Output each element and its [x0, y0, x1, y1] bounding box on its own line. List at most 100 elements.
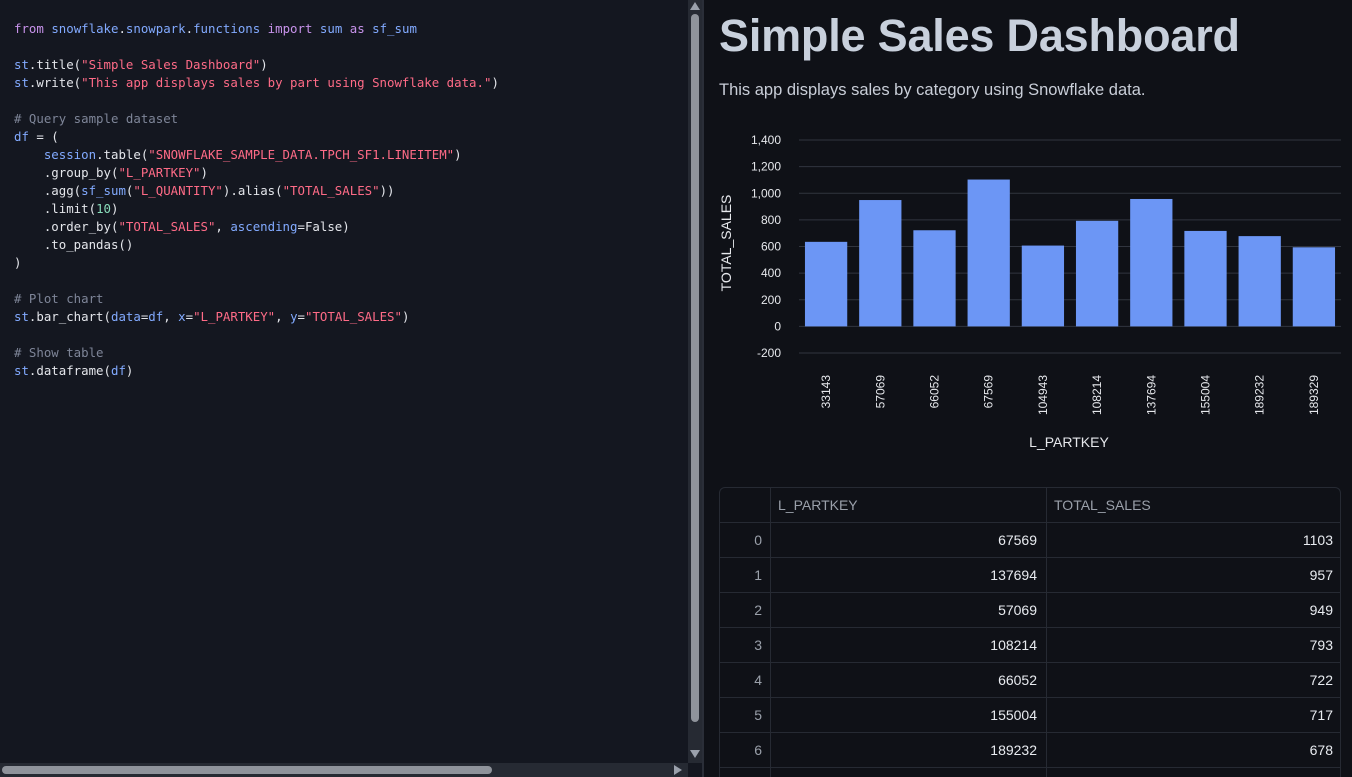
code-token: from [14, 21, 52, 36]
row-index-cell: 5 [720, 698, 771, 733]
code-line[interactable]: st.title("Simple Sales Dashboard") [14, 56, 499, 74]
bar-chart[interactable]: -200 0 200 400 600 800 1,000 1,200 1,400 33143 570… [704, 120, 1352, 465]
table-cell[interactable]: 108214 [771, 628, 1047, 663]
code-line[interactable]: from snowflake.snowpark.functions import… [14, 20, 499, 38]
code-line[interactable]: # Query sample dataset [14, 110, 499, 128]
code-area[interactable]: from snowflake.snowpark.functions import… [14, 20, 499, 380]
code-token: .table( [96, 147, 149, 162]
code-line[interactable]: st.write("This app displays sales by par… [14, 74, 499, 92]
y-tick-label: 1,400 [751, 133, 781, 147]
column-header-l-partkey[interactable]: L_PARTKEY [771, 488, 1047, 523]
code-line[interactable] [14, 38, 499, 56]
code-line[interactable] [14, 92, 499, 110]
code-line[interactable]: .agg(sf_sum("L_QUANTITY").alias("TOTAL_S… [14, 182, 499, 200]
bar[interactable] [1292, 247, 1336, 327]
code-token: snowflake [51, 21, 119, 36]
code-token: "L_PARTKEY" [118, 165, 201, 180]
code-line[interactable]: st.dataframe(df) [14, 362, 499, 380]
table-cell[interactable]: 635 [1047, 768, 1340, 777]
bar[interactable] [967, 179, 1010, 327]
bar[interactable] [1075, 220, 1119, 327]
table-cell[interactable]: 189232 [771, 733, 1047, 768]
code-token: as [342, 21, 373, 36]
table-cell[interactable]: 1103 [1302, 532, 1333, 548]
dataframe-table[interactable]: L_PARTKEY TOTAL_SALES 0 67569 1103 1 137694 9… [719, 487, 1341, 777]
table-row[interactable]: 6 189232 678 [720, 733, 1340, 768]
code-token: , [275, 309, 291, 324]
code-token: st [14, 363, 29, 378]
bar[interactable] [804, 241, 848, 327]
code-token: "TOTAL_SALES" [118, 219, 216, 234]
code-line[interactable]: .order_by("TOTAL_SALES", ascending=False… [14, 218, 499, 236]
code-line[interactable]: .limit(10) [14, 200, 499, 218]
table-cell[interactable]: 33143 [771, 768, 1047, 777]
table-body: 0 67569 1103 1 137694 957 2 57069 949 3 108214 793 4… [720, 523, 1340, 777]
code-line[interactable]: .group_by("L_PARTKEY") [14, 164, 499, 182]
scroll-down-arrow-icon[interactable] [690, 750, 700, 758]
y-tick-label: 0 [774, 319, 781, 333]
code-token: .order_by( [14, 219, 119, 234]
table-row[interactable]: 5 155004 717 [720, 698, 1340, 733]
code-token: =False) [297, 219, 350, 234]
y-tick-label: 400 [761, 266, 781, 280]
table-row[interactable]: 0 67569 1103 [720, 523, 1340, 558]
code-token: st [14, 75, 29, 90]
code-token: = [140, 309, 149, 324]
table-cell[interactable]: 57069 [771, 593, 1047, 628]
code-line[interactable]: session.table("SNOWFLAKE_SAMPLE_DATA.TPC… [14, 146, 499, 164]
table-cell[interactable]: 66052 [771, 663, 1047, 698]
y-tick-label: -200 [757, 346, 781, 360]
scroll-up-arrow-icon[interactable] [690, 2, 700, 10]
code-token: .bar_chart( [28, 309, 111, 324]
bar[interactable] [1184, 230, 1227, 327]
code-line[interactable]: # Show table [14, 344, 499, 362]
y-tick-label: 800 [761, 213, 781, 227]
bar[interactable] [1238, 236, 1281, 327]
code-line[interactable] [14, 326, 499, 344]
code-token: ).alias( [222, 183, 283, 198]
vertical-scrollbar[interactable] [688, 0, 702, 763]
table-cell[interactable]: 793 [1309, 637, 1333, 653]
code-token: sf_sum [81, 183, 126, 198]
table-cell[interactable]: 949 [1309, 602, 1333, 618]
table-cell[interactable]: 717 [1309, 707, 1333, 723]
code-token: ) [454, 147, 462, 162]
code-token: "This app displays sales by part using S… [81, 75, 492, 90]
table-cell[interactable]: 678 [1309, 742, 1333, 758]
code-line[interactable]: .to_pandas() [14, 236, 499, 254]
pane-divider[interactable] [702, 0, 704, 777]
bar[interactable] [1130, 198, 1173, 327]
horizontal-scroll-thumb[interactable] [2, 766, 492, 774]
table-cell[interactable]: 155004 [771, 698, 1047, 733]
table-row[interactable]: 4 66052 722 [720, 663, 1340, 698]
code-line[interactable]: df = ( [14, 128, 499, 146]
code-token: = ( [28, 129, 59, 144]
row-index-cell: 3 [720, 628, 771, 663]
table-row[interactable]: 2 57069 949 [720, 593, 1340, 628]
code-token: .title( [28, 57, 82, 72]
code-token: sum [319, 21, 343, 36]
table-row[interactable]: 1 137694 957 [720, 558, 1340, 593]
horizontal-scrollbar[interactable] [0, 763, 688, 777]
code-line[interactable]: # Plot chart [14, 290, 499, 308]
x-tick-label: 66052 [928, 375, 942, 409]
code-line[interactable]: st.bar_chart(data=df, x="L_PARTKEY", y="… [14, 308, 499, 326]
table-row[interactable]: 3 108214 793 [720, 628, 1340, 663]
column-header-total-sales[interactable]: TOTAL_SALES [1054, 497, 1151, 513]
code-line[interactable] [14, 272, 499, 290]
scroll-right-arrow-icon[interactable] [674, 765, 682, 775]
bar[interactable] [859, 200, 902, 327]
bar[interactable] [913, 230, 956, 327]
table-cell[interactable]: 137694 [771, 558, 1047, 593]
table-cell[interactable]: 67569 [771, 523, 1047, 558]
code-token: .group_by( [14, 165, 119, 180]
vertical-scroll-thumb[interactable] [691, 14, 699, 722]
table-row[interactable]: 733143635 [720, 768, 1340, 777]
code-editor[interactable]: from snowflake.snowpark.functions import… [0, 0, 702, 777]
index-header [720, 488, 771, 523]
bar[interactable] [1021, 245, 1065, 327]
code-token: ( [125, 183, 134, 198]
code-line[interactable]: ) [14, 254, 499, 272]
table-cell[interactable]: 722 [1309, 672, 1333, 688]
table-cell[interactable]: 957 [1309, 567, 1333, 583]
